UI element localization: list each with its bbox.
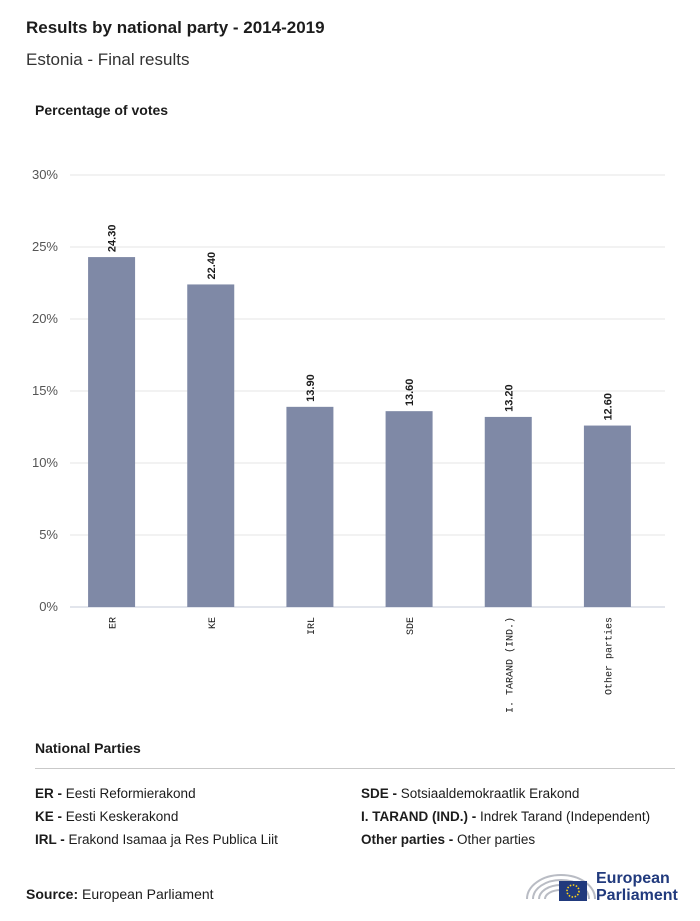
legend-abbr: ER - xyxy=(35,786,62,801)
chart-subtitle: Estonia - Final results xyxy=(26,50,190,69)
legend-item: Other parties - Other parties xyxy=(361,832,675,847)
source-value: European Parliament xyxy=(82,886,214,902)
bar-chart: 0% 5% 10% 15% 20% 25% 30% 24.30 ER 22.40 KE 13.90 IR… xyxy=(32,167,665,713)
legend-abbr: IRL - xyxy=(35,832,65,847)
y-tick-label: 15% xyxy=(32,383,58,398)
logo-text: European Parliament xyxy=(596,870,678,904)
legend: ER - Eesti Reformierakond SDE - Sotsiaal… xyxy=(35,786,675,847)
x-tick-label: SDE xyxy=(406,617,417,635)
y-tick-label: 5% xyxy=(39,527,58,542)
y-tick-label: 20% xyxy=(32,311,58,326)
legend-name: Sotsiaaldemokraatlik Erakond xyxy=(400,786,580,801)
legend-item: KE - Eesti Keskerakond xyxy=(35,809,361,824)
x-tick-label: KE xyxy=(208,617,219,629)
legend-name: Eesti Keskerakond xyxy=(65,809,179,824)
european-parliament-logo xyxy=(526,874,596,901)
y-tick-label: 10% xyxy=(32,455,58,470)
legend-abbr: KE - xyxy=(35,809,62,824)
legend-name: Indrek Tarand (Independent) xyxy=(480,809,651,824)
data-label: 13.60 xyxy=(404,379,416,407)
bar xyxy=(286,406,334,607)
bar xyxy=(484,416,532,607)
logo-line-1: European xyxy=(596,870,670,887)
legend-name: Eesti Reformierakond xyxy=(65,786,196,801)
legend-item: SDE - Sotsiaaldemokraatlik Erakond xyxy=(361,786,675,801)
data-label: 12.60 xyxy=(602,393,614,421)
legend-abbr: I. TARAND (IND.) - xyxy=(361,809,477,824)
y-tick-label: 25% xyxy=(32,239,58,254)
legend-title: National Parties xyxy=(35,740,141,756)
x-tick-label: IRL xyxy=(307,617,318,635)
legend-name: Erakond Isamaa ja Res Publica Liit xyxy=(68,832,278,847)
data-label: 24.30 xyxy=(107,225,119,253)
x-tick-label: ER xyxy=(109,617,120,629)
data-label: 13.90 xyxy=(305,374,317,402)
data-label: 13.20 xyxy=(503,384,515,412)
x-tick-label: I. TARAND (IND.) xyxy=(504,617,516,713)
logo-line-2: Parliament xyxy=(596,887,678,904)
legend-name: Other parties xyxy=(457,832,536,847)
y-tick-label: 0% xyxy=(39,599,58,614)
data-label: 22.40 xyxy=(206,252,218,280)
bar xyxy=(187,284,235,607)
legend-item: ER - Eesti Reformierakond xyxy=(35,786,361,801)
y-axis-label: Percentage of votes xyxy=(35,102,169,118)
x-tick-label: Other parties xyxy=(603,617,615,695)
legend-divider xyxy=(35,768,675,769)
legend-item: IRL - Erakond Isamaa ja Res Publica Liit xyxy=(35,832,361,847)
source-note: Source: European Parliament xyxy=(26,886,214,902)
legend-abbr: Other parties - xyxy=(361,832,454,847)
y-tick-label: 30% xyxy=(32,167,58,182)
bar xyxy=(583,425,631,607)
legend-item: I. TARAND (IND.) - Indrek Tarand (Indepe… xyxy=(361,809,675,824)
bar xyxy=(88,257,136,607)
bar xyxy=(385,411,433,607)
source-label: Source: xyxy=(26,886,79,902)
chart-title: Results by national party - 2014-2019 xyxy=(26,18,325,37)
legend-abbr: SDE - xyxy=(361,786,398,801)
